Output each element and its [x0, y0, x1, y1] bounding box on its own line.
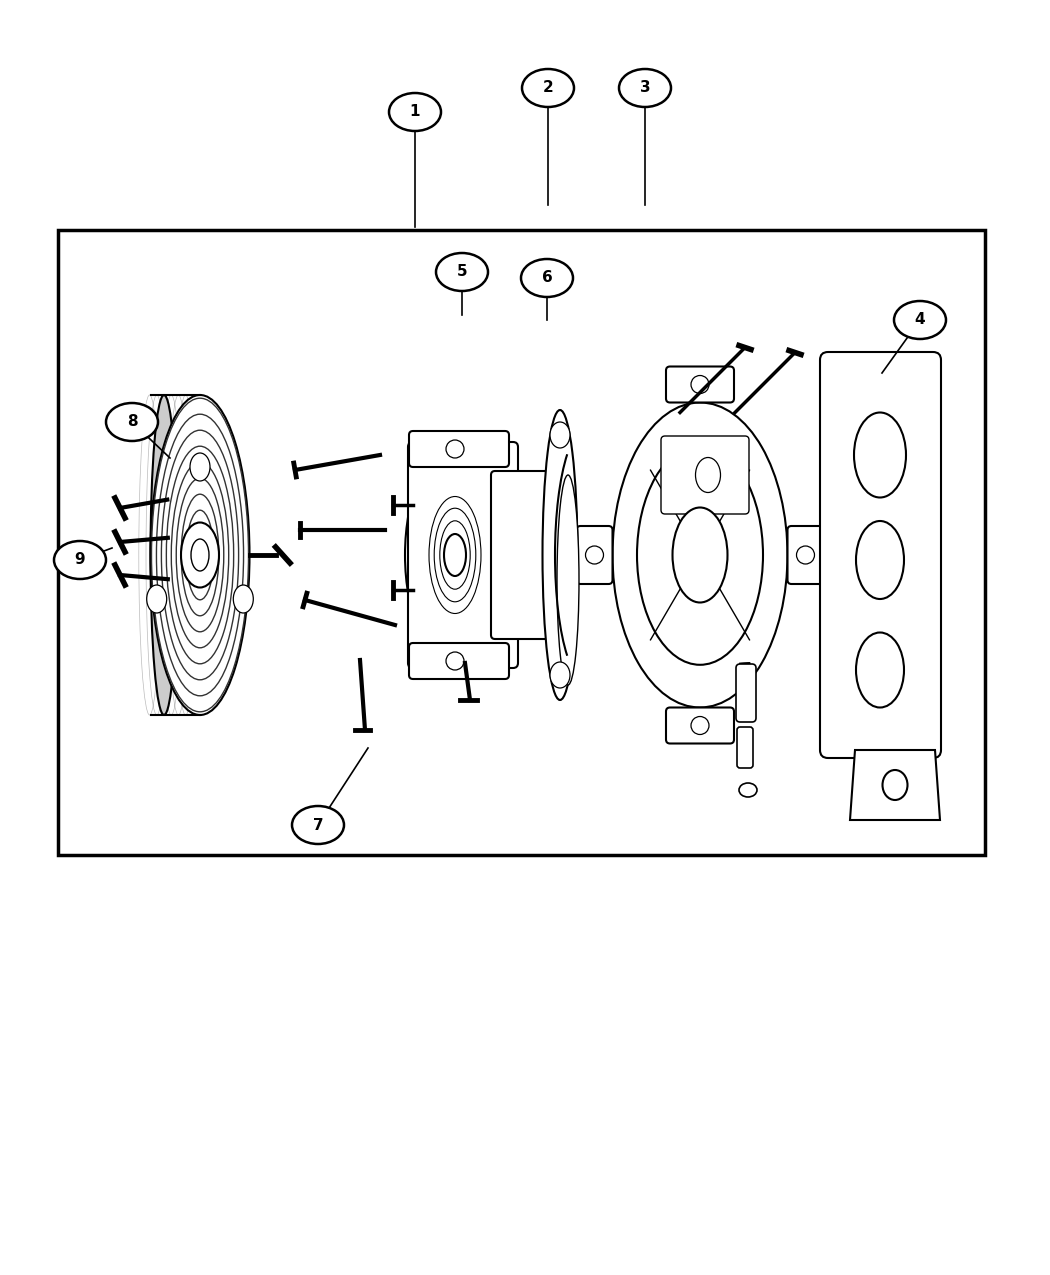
- Ellipse shape: [150, 395, 177, 715]
- Ellipse shape: [695, 458, 720, 492]
- Ellipse shape: [637, 445, 763, 664]
- Ellipse shape: [672, 507, 728, 603]
- FancyBboxPatch shape: [491, 470, 554, 639]
- Text: 8: 8: [127, 414, 138, 430]
- Circle shape: [586, 546, 604, 564]
- Ellipse shape: [444, 534, 466, 576]
- Ellipse shape: [854, 413, 906, 497]
- Circle shape: [797, 546, 815, 564]
- Circle shape: [446, 652, 464, 669]
- Ellipse shape: [882, 770, 907, 799]
- Ellipse shape: [292, 806, 344, 844]
- Ellipse shape: [856, 521, 904, 599]
- Ellipse shape: [522, 69, 574, 107]
- Ellipse shape: [181, 523, 219, 588]
- Text: 3: 3: [639, 80, 650, 96]
- Circle shape: [691, 376, 709, 394]
- Ellipse shape: [521, 259, 573, 297]
- Text: 1: 1: [410, 105, 420, 120]
- Polygon shape: [850, 750, 940, 820]
- Ellipse shape: [550, 422, 570, 448]
- Ellipse shape: [739, 783, 757, 797]
- Ellipse shape: [233, 585, 253, 613]
- Bar: [58, 230, 985, 856]
- Ellipse shape: [556, 476, 579, 685]
- Ellipse shape: [856, 632, 904, 708]
- Text: 2: 2: [543, 80, 553, 96]
- Ellipse shape: [147, 585, 167, 613]
- Text: 6: 6: [542, 270, 552, 286]
- FancyBboxPatch shape: [788, 527, 823, 584]
- Ellipse shape: [620, 69, 671, 107]
- Ellipse shape: [106, 403, 158, 441]
- Ellipse shape: [543, 411, 578, 700]
- Ellipse shape: [550, 662, 570, 688]
- Ellipse shape: [54, 541, 106, 579]
- Text: 7: 7: [313, 817, 323, 833]
- Text: 4: 4: [915, 312, 925, 328]
- FancyBboxPatch shape: [736, 664, 756, 722]
- Ellipse shape: [436, 252, 488, 291]
- Text: 9: 9: [75, 552, 85, 567]
- Circle shape: [691, 717, 709, 734]
- Ellipse shape: [612, 403, 788, 708]
- Text: 5: 5: [457, 264, 467, 279]
- FancyBboxPatch shape: [410, 643, 509, 680]
- FancyBboxPatch shape: [666, 708, 734, 743]
- Ellipse shape: [150, 395, 250, 715]
- Ellipse shape: [388, 93, 441, 131]
- FancyBboxPatch shape: [408, 442, 518, 668]
- FancyBboxPatch shape: [410, 431, 509, 467]
- Circle shape: [446, 440, 464, 458]
- Ellipse shape: [894, 301, 946, 339]
- FancyBboxPatch shape: [576, 527, 612, 584]
- FancyBboxPatch shape: [737, 727, 753, 768]
- FancyBboxPatch shape: [666, 366, 734, 403]
- Ellipse shape: [405, 445, 505, 666]
- FancyBboxPatch shape: [820, 352, 941, 759]
- Ellipse shape: [190, 453, 210, 481]
- Ellipse shape: [191, 539, 209, 571]
- FancyBboxPatch shape: [662, 436, 749, 514]
